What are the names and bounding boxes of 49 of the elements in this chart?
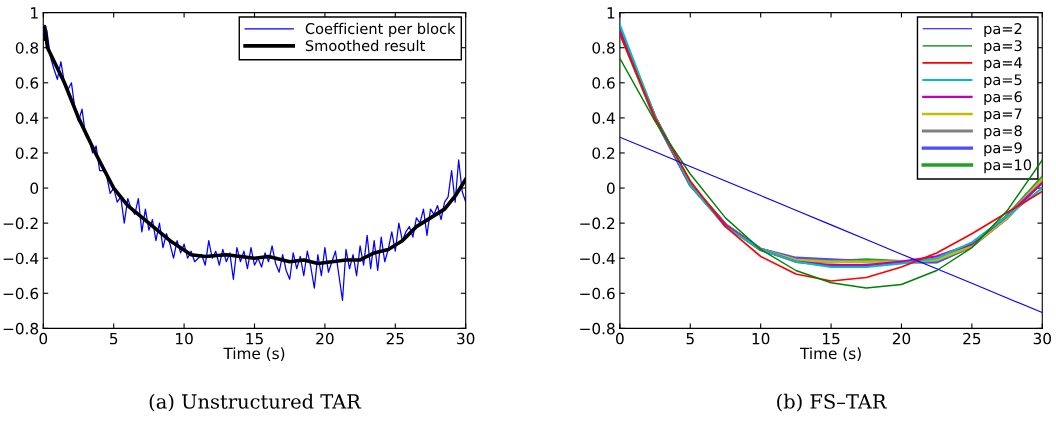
x-tick-label: 30	[457, 332, 475, 345]
y-tick-label: 0.8	[15, 42, 39, 54]
legend-label: pa=8	[984, 125, 1022, 140]
y-tick-label: −0.2	[580, 217, 615, 230]
y-tick-label: −0.6	[580, 287, 615, 300]
x-tick-label: 5	[110, 333, 118, 345]
legend-label: Coefficient per block	[305, 22, 456, 37]
y-tick-label: 1	[607, 7, 615, 19]
y-tick-label: 0.6	[592, 77, 615, 89]
x-axis-title: Time (s)	[799, 347, 861, 361]
y-tick-label: 0.4	[592, 112, 615, 124]
legend-label: pa=7	[984, 108, 1022, 123]
y-tick-label: 0.8	[592, 42, 615, 54]
y-tick-label: −0.2	[3, 217, 38, 230]
y-tick-label: 0.2	[15, 147, 38, 159]
y-tick-label: 0.4	[15, 112, 39, 124]
x-axis-title: Time (s)	[223, 347, 285, 361]
x-tick-label: 10	[176, 332, 193, 345]
x-tick-label: 0	[616, 332, 624, 345]
legend-label: pa=9	[984, 142, 1022, 157]
x-tick-label: 15	[823, 333, 840, 345]
x-tick-label: 15	[246, 333, 263, 345]
y-tick-label: 0	[30, 182, 39, 195]
legend-label: pa=6	[984, 91, 1022, 106]
y-tick-label: 0	[606, 182, 615, 195]
legend-label: pa=2	[984, 23, 1022, 37]
x-tick-label: 30	[1033, 332, 1051, 345]
x-tick-label: 20	[892, 332, 911, 345]
y-tick-label: 1	[31, 7, 38, 19]
y-tick-label: −0.8	[3, 322, 39, 335]
legend-label: pa=5	[984, 74, 1022, 89]
y-tick-label: −0.4	[3, 252, 39, 265]
x-tick-label: 25	[386, 332, 404, 345]
x-tick-label: 10	[752, 332, 770, 345]
x-tick-label: 20	[316, 332, 334, 345]
x-tick-label: 25	[963, 332, 981, 345]
legend-label: pa=4	[984, 57, 1022, 72]
text: (a) Unstructured TAR	[149, 393, 362, 412]
x-tick-label: 0	[39, 332, 48, 345]
legend-label: pa=3	[984, 40, 1022, 54]
y-tick-label: −0.8	[580, 322, 615, 335]
y-tick-label: 0.6	[15, 77, 39, 89]
legend-label: Smoothed result	[305, 39, 425, 52]
y-tick-label: 0.2	[592, 147, 615, 159]
legend-label: pa=10	[984, 159, 1032, 174]
y-tick-label: −0.4	[580, 252, 615, 265]
x-tick-label: 5	[686, 333, 694, 345]
text: (b) FS–TAR	[777, 393, 887, 412]
y-tick-label: −0.6	[3, 287, 39, 300]
